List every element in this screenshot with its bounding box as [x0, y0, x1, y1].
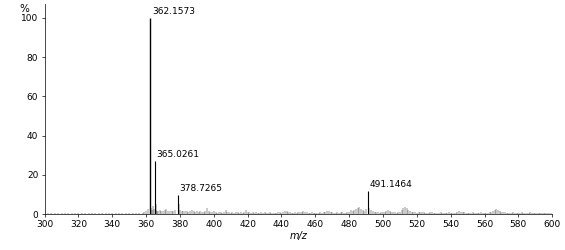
Y-axis label: %: % [19, 4, 29, 14]
Text: 378.7265: 378.7265 [180, 184, 223, 192]
Text: 491.1464: 491.1464 [370, 180, 412, 189]
Text: 362.1573: 362.1573 [153, 7, 195, 16]
X-axis label: m/z: m/z [289, 231, 307, 241]
Text: 365.0261: 365.0261 [157, 150, 199, 159]
